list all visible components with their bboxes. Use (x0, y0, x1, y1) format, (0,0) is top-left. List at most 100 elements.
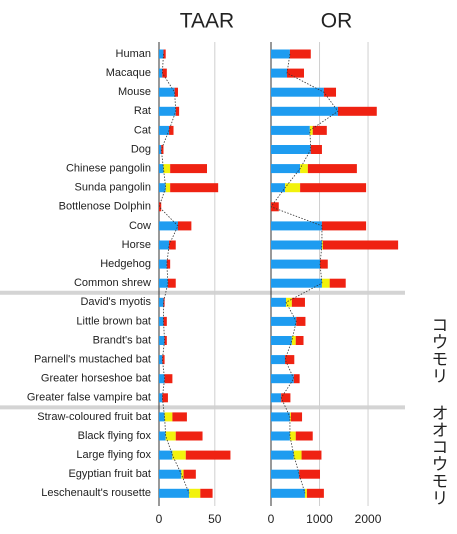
bar-segment (271, 87, 324, 97)
bar-segment (289, 412, 291, 422)
bar-segment (159, 49, 164, 59)
bar-segment (170, 183, 219, 193)
bar-segment (293, 450, 302, 460)
bar-segment (159, 316, 164, 326)
bar-segment (300, 164, 308, 174)
bar-segment (159, 125, 170, 135)
bar-segment (159, 259, 167, 269)
bar-segment (271, 202, 279, 212)
bar-segment (163, 164, 171, 174)
chart-title: OR (321, 10, 353, 33)
bar-segment (271, 68, 288, 78)
group-label: コウモリ (429, 316, 448, 384)
category-label: Horse (122, 239, 151, 251)
bar-segment (285, 355, 295, 365)
bar-segment (159, 87, 175, 97)
bar-segment (172, 450, 186, 460)
category-label: Greater horseshoe bat (41, 373, 151, 385)
bar-segment (271, 297, 287, 307)
bar-segment (285, 183, 301, 193)
bar-segment (271, 488, 305, 498)
bar-segment (323, 87, 337, 97)
bar-segment (159, 221, 178, 231)
category-label: Little brown bat (76, 315, 151, 327)
bar-segment (170, 164, 207, 174)
bar-segment (159, 355, 163, 365)
bar-segment (159, 469, 182, 479)
bar-segment (312, 125, 327, 135)
bar-segment (291, 297, 305, 307)
x-tick-label: 2000 (355, 512, 382, 526)
bar-segment (293, 374, 300, 384)
chart-title: TAAR (180, 10, 234, 33)
x-tick-label: 0 (156, 512, 163, 526)
connector-line (158, 53, 190, 494)
bar-segment (200, 488, 213, 498)
bar-segment (271, 183, 286, 193)
category-label: David's myotis (80, 296, 151, 308)
bar-segment (306, 488, 324, 498)
bar-segment (163, 297, 165, 307)
bar-segment (271, 125, 310, 135)
bar-segment (296, 316, 306, 326)
bar-segment (172, 412, 187, 422)
bar-segment (169, 125, 174, 135)
x-tick-label: 50 (208, 512, 222, 526)
bar-segment (159, 374, 165, 384)
bar-segment (304, 488, 307, 498)
category-label: Black flying fox (78, 430, 152, 442)
category-label: Chinese pangolin (66, 163, 151, 175)
bar-segment (175, 106, 180, 116)
bar-segment (164, 374, 173, 384)
bar-segment (295, 431, 313, 441)
x-tick-label: 0 (268, 512, 275, 526)
bar-segment (291, 336, 296, 345)
bar-segment (271, 240, 322, 250)
bar-segment (321, 278, 330, 288)
bar-segment (322, 240, 399, 250)
bar-segment (289, 431, 296, 441)
bar-segment (181, 469, 184, 479)
bar-segment (169, 240, 176, 250)
bar-segment (307, 164, 357, 174)
bar-segment (271, 412, 290, 422)
bar-segment (177, 221, 192, 231)
category-label: Cat (134, 124, 151, 136)
bar-segment (159, 183, 166, 193)
bar-segment (271, 336, 292, 345)
bar-segment (337, 106, 377, 116)
bar-segment (286, 297, 292, 307)
bar-segment (271, 145, 311, 154)
bar-segment (271, 450, 294, 460)
bar-segment (164, 336, 167, 345)
category-label: Leschenault's rousette (41, 487, 151, 499)
bar-segment (185, 450, 231, 460)
bar-segment (166, 259, 171, 269)
bar-segment (289, 49, 311, 59)
bar-segment (290, 412, 303, 422)
bar-segment (300, 183, 367, 193)
bar-segment (183, 469, 196, 479)
category-label: Parnell's mustached bat (34, 354, 151, 366)
bar-segment (159, 431, 166, 441)
category-label: Cow (129, 220, 151, 232)
bar-segment (165, 431, 176, 441)
category-label: Human (116, 48, 151, 60)
x-tick-label: 1000 (306, 512, 333, 526)
bar-segment (271, 469, 300, 479)
bar-segment (271, 106, 338, 116)
bar-segment (301, 450, 322, 460)
bar-segment (329, 278, 346, 288)
bar-segment (159, 164, 164, 174)
bar-segment (162, 393, 168, 403)
bar-segment (295, 336, 304, 345)
bar-segment (159, 145, 162, 154)
bar-segment (271, 374, 294, 384)
category-label: Large flying fox (76, 449, 151, 461)
bar-segment (159, 412, 165, 422)
bar-segment (159, 68, 163, 78)
bar-segment (271, 278, 322, 288)
connector-line (270, 53, 339, 494)
